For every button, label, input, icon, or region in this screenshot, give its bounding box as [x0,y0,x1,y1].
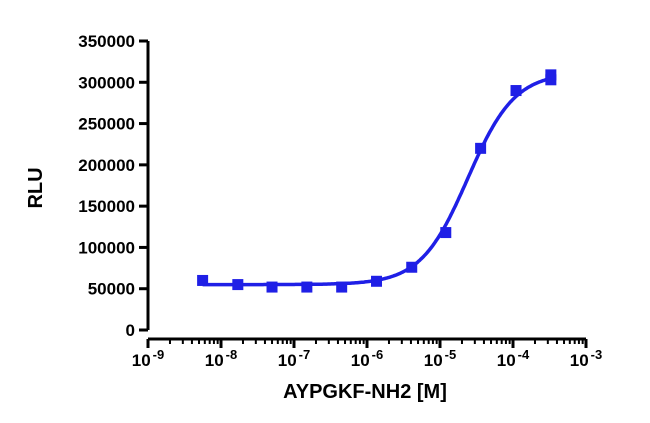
data-point [510,85,522,97]
x-tick-label: 10 -4 [497,347,530,370]
y-tick-label: 100000 [78,238,135,257]
x-tick-label: 10 -5 [424,347,456,370]
data-point [406,261,418,273]
fit-curve [202,76,552,287]
x-axis: 10 -9 10 -8 10 -7 10 -6 10 -5 10 -4 10 -3 [132,337,602,370]
y-tick-label: 50000 [88,280,135,299]
x-tick-label: 10 -6 [351,347,383,370]
y-axis-title: RLU [25,167,47,208]
y-tick-label: 0 [126,321,135,340]
y-axis: 0 50000 100000 150000 200000 250000 300000 3500… [78,32,150,340]
data-point [232,279,244,291]
data-point [371,275,383,287]
data-point [545,69,557,81]
data-point [301,281,313,293]
y-tick-label: 200000 [78,156,135,175]
x-tick-label: 10 -8 [205,347,237,370]
x-tick-label: 10 -7 [278,347,310,370]
y-tick-label: 150000 [78,197,135,216]
data-point [440,227,452,239]
data-points-layer [197,69,557,293]
y-tick-label: 250000 [78,115,135,134]
y-tick-label: 300000 [78,73,135,92]
data-point [266,281,278,293]
x-tick-label: 10 -9 [132,347,164,370]
x-axis-title: AYPGKF-NH2 [M] [283,381,447,403]
x-tick-label: 10 -3 [570,347,602,370]
data-point [336,281,348,293]
data-point [475,142,487,154]
fit-curve-layer [202,76,552,287]
data-point [197,274,209,286]
y-tick-label: 350000 [78,32,135,51]
